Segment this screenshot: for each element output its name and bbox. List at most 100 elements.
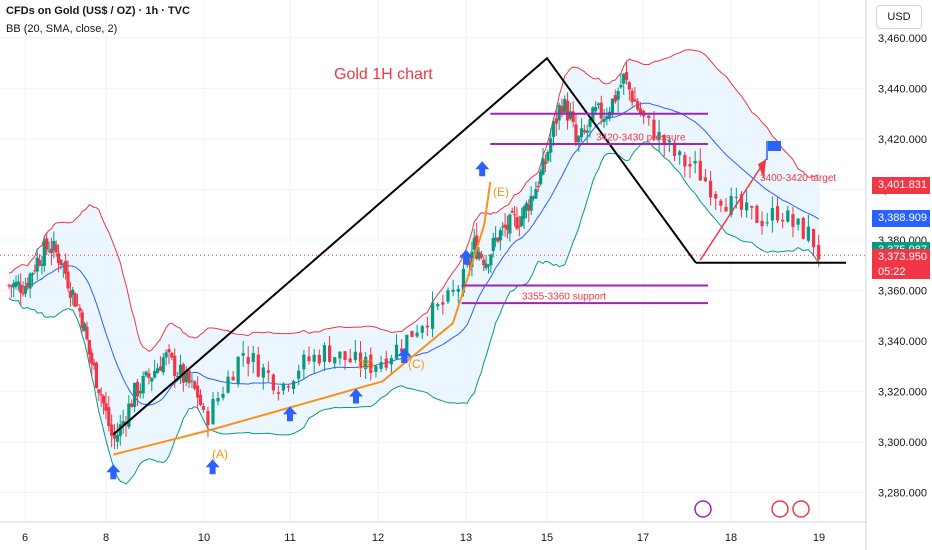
x-tick-label: 13: [460, 532, 472, 544]
candle-body: [68, 291, 73, 298]
candle-body: [71, 289, 75, 295]
candle-body: [517, 226, 521, 228]
target-arrow-head: [758, 159, 766, 180]
grid-lines: [0, 0, 866, 522]
candle-body: [80, 312, 84, 329]
candle-body: [135, 381, 140, 397]
candle-body: [193, 381, 197, 389]
candle-body: [546, 152, 550, 161]
candle-body: [619, 85, 623, 88]
candle-body: [348, 358, 352, 363]
candle-body: [256, 354, 260, 377]
candle-body: [28, 273, 32, 289]
price-tag[interactable]: 3,401.831: [872, 176, 930, 194]
candle-body: [302, 354, 306, 370]
candle-body: [144, 371, 148, 376]
candle-body: [85, 326, 89, 340]
candle-body: [322, 345, 327, 362]
candle-body: [167, 349, 171, 353]
candle-body: [602, 118, 606, 122]
candle-body: [496, 237, 500, 242]
candle-body: [107, 407, 111, 427]
candle-body: [577, 136, 581, 143]
candle-body: [291, 381, 296, 389]
candle-body: [99, 394, 103, 396]
candle-body: [61, 263, 65, 266]
candle-body: [531, 196, 536, 199]
candle-body: [246, 356, 250, 364]
candle-body: [261, 367, 265, 378]
candle-body: [52, 240, 56, 251]
candle-body: [333, 357, 337, 364]
wave-label: (B): [358, 357, 374, 371]
target-arrow-line: [699, 158, 767, 261]
up-arrow-icon: [397, 348, 412, 364]
event-icon: [694, 500, 712, 518]
y-tick-label: 3,280.000: [878, 488, 927, 500]
trend-line: [112, 56, 697, 436]
countdown-label: 05:22: [878, 266, 906, 279]
candle-body: [307, 356, 311, 362]
candle-body: [608, 111, 612, 119]
candle-body: [64, 260, 68, 274]
candle-body: [12, 283, 16, 288]
candle-body: [328, 345, 332, 362]
candle-body: [226, 376, 230, 393]
wave-label: (E): [493, 185, 509, 199]
candle-body: [384, 358, 388, 368]
candle-body: [554, 118, 558, 124]
candle-body: [178, 364, 183, 376]
candle-body: [563, 99, 567, 113]
up-arrow-icon: [475, 161, 490, 177]
x-tick-label: 15: [541, 532, 553, 544]
candle-body: [512, 214, 517, 216]
candle-body: [266, 370, 270, 373]
candle-body: [394, 344, 399, 359]
indicator-legend[interactable]: BB (20, SMA, close, 2): [6, 23, 118, 35]
candle-body: [153, 371, 157, 378]
candle-body: [745, 202, 749, 211]
candle-body: [317, 354, 321, 364]
candle-body: [456, 288, 460, 292]
candle-body: [97, 389, 101, 394]
candle-body: [529, 195, 533, 211]
wave-label: (C): [408, 357, 425, 371]
candle-body: [56, 253, 61, 264]
support-label: 3355-3360 support: [522, 292, 606, 303]
candle-body: [364, 356, 368, 369]
candle-body: [724, 206, 728, 212]
x-tick-label: 6: [22, 532, 28, 544]
candle-body: [755, 205, 759, 223]
candle-body: [231, 376, 235, 381]
price-tag[interactable]: 3,388.909: [872, 209, 930, 227]
candle-body: [66, 271, 70, 289]
candle-body: [714, 194, 718, 199]
candle-body: [667, 140, 671, 143]
candle-body: [775, 206, 780, 221]
price-tag[interactable]: 3,373.950 05:22: [872, 249, 930, 280]
candle-body: [241, 353, 245, 356]
candle-body: [801, 218, 805, 239]
candle-body: [565, 100, 570, 121]
candle-body: [585, 130, 589, 133]
candle-body: [312, 354, 316, 362]
candle-body: [781, 219, 785, 222]
candle-body: [132, 383, 137, 408]
candle-body: [693, 160, 697, 164]
up-arrow-icon: [283, 406, 297, 422]
candle-body: [470, 251, 474, 268]
symbol-title[interactable]: CFDs on Gold (US$ / OZ) · 1h · TVC: [6, 5, 190, 17]
candle-body: [557, 104, 561, 121]
candle-body: [467, 261, 472, 266]
candle-body: [155, 368, 160, 374]
candle-body: [38, 259, 42, 266]
candle-body: [436, 304, 440, 307]
bb-lower-band: [8, 141, 820, 485]
candle-body: [430, 302, 435, 329]
candle-body: [486, 265, 491, 267]
candle-body: [184, 370, 188, 382]
candle-body: [211, 398, 215, 425]
candle-body: [482, 259, 486, 266]
currency-selector[interactable]: USD: [876, 5, 922, 29]
